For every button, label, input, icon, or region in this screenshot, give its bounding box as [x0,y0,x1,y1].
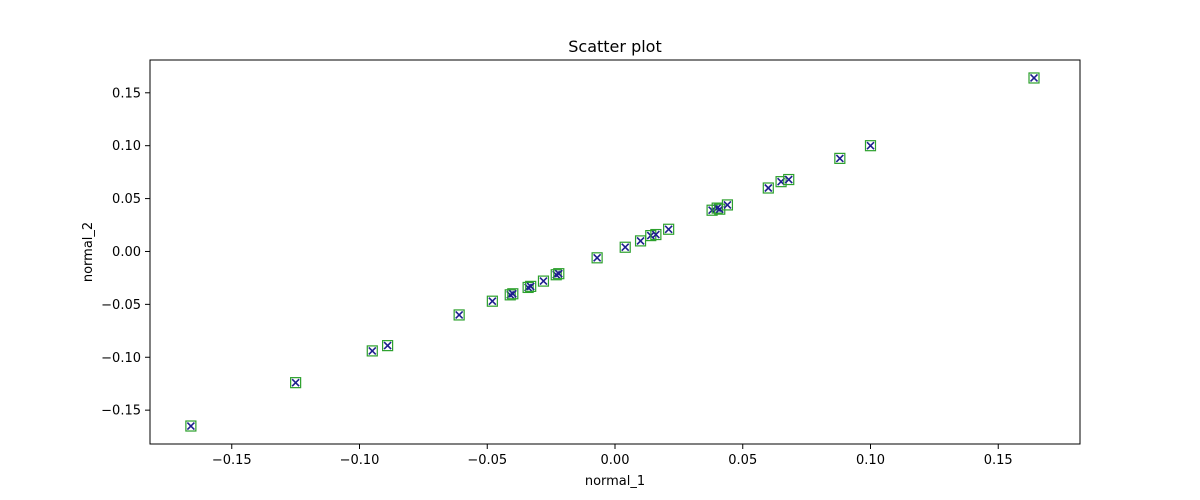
cross-marker [539,277,548,286]
square-marker [783,173,795,186]
x-tick-label: 0.00 [601,453,630,468]
x-tick-label: −0.15 [212,453,252,468]
x-tick-label: 0.10 [856,453,885,468]
y-tick-label: 0.00 [112,245,141,260]
cross-marker [508,289,517,298]
chart-title: Scatter plot [568,37,661,56]
square-marker [486,295,498,307]
square-marker [550,269,562,281]
x-tick-label: 0.15 [984,453,1013,468]
cross-marker [1029,73,1039,83]
y-tick-label: 0.15 [112,86,141,101]
y-axis-label: normal_2 [81,222,96,282]
data-point [762,182,774,194]
square-marker [721,199,734,211]
cross-marker [621,243,630,252]
cross-marker [554,269,563,278]
cross-marker [866,141,875,150]
cross-marker [526,282,535,291]
cross-marker [651,230,660,239]
data-point [486,295,498,307]
square-marker [522,281,534,294]
square-marker [507,288,519,300]
cross-marker [835,154,844,163]
data-point [537,275,550,287]
cross-marker [488,297,497,306]
data-point [382,340,394,352]
data-point [290,377,302,389]
x-tick-label: −0.10 [340,453,380,468]
y-tick-label: −0.15 [101,404,141,419]
cross-marker [291,378,300,387]
square-marker [619,241,631,253]
square-marker [366,345,378,357]
data-point [507,288,519,300]
cross-marker [664,225,673,234]
y-tick-label: 0.05 [112,192,141,207]
y-tick-label: −0.10 [101,351,141,366]
square-marker [185,420,197,432]
data-point [525,280,537,292]
cross-marker [186,421,195,431]
data-point [619,241,631,253]
square-marker [663,223,675,235]
square-marker [834,152,846,164]
y-tick-label: 0.10 [112,139,141,154]
data-point [1028,72,1040,84]
square-marker [453,309,465,321]
square-marker [1028,72,1040,84]
data-point [783,173,795,186]
x-tick-label: −0.05 [467,453,507,468]
square-marker [650,228,662,241]
x-axis: −0.15 −0.10 −0.05 0.00 0.05 0.10 0.15 [212,444,1013,468]
cross-marker [723,200,732,209]
data-point [663,223,675,235]
plot-area [149,59,1081,445]
cross-marker [764,183,773,193]
cross-marker [636,236,645,245]
square-marker [290,377,302,389]
cross-marker [784,175,793,184]
data-point [650,228,662,241]
square-marker [762,182,774,194]
x-tick-label: 0.05 [728,453,757,468]
square-marker [525,280,537,292]
data-point [864,140,877,152]
square-marker [591,252,603,264]
x-axis-label: normal_1 [585,474,645,489]
data-point [453,309,465,321]
y-axis: −0.15 −0.10 −0.05 0.00 0.05 0.10 0.15 [101,86,150,419]
square-marker [504,289,516,301]
square-marker [864,140,877,152]
data-point [591,252,603,264]
data-point [185,420,197,432]
square-marker [714,203,726,215]
cross-marker [593,253,602,262]
y-tick-label: −0.05 [101,298,141,313]
cross-marker [455,310,464,320]
data-point [366,345,378,357]
data-points [185,72,1040,432]
cross-marker [383,341,392,350]
square-marker [553,268,565,280]
data-point [834,152,846,164]
data-point [721,199,734,211]
cross-marker [368,346,377,355]
square-marker [382,340,394,352]
square-marker [537,275,550,287]
plot-frame [149,59,1081,445]
data-point [553,268,565,280]
